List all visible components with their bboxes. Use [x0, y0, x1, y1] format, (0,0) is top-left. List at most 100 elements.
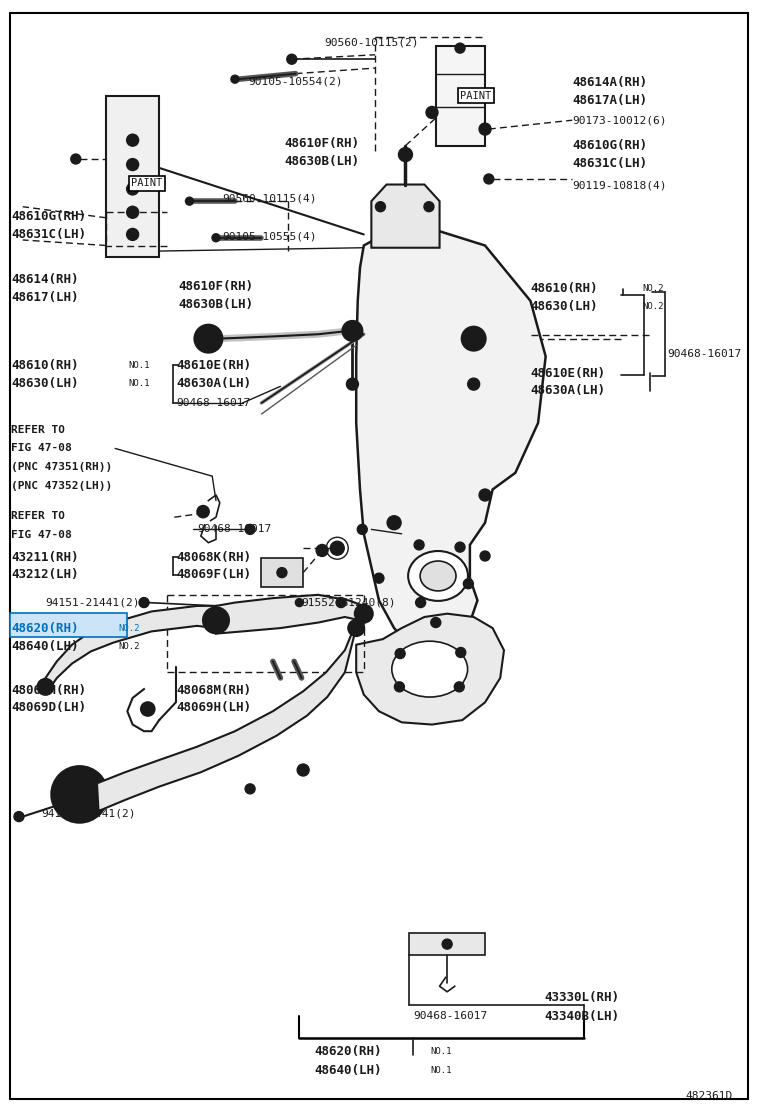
Circle shape: [442, 940, 452, 950]
Circle shape: [59, 798, 62, 802]
Circle shape: [141, 702, 155, 716]
Circle shape: [347, 326, 357, 336]
Circle shape: [142, 600, 146, 605]
Bar: [261, 558, 303, 587]
Circle shape: [248, 527, 252, 532]
Text: NO.2: NO.2: [119, 624, 140, 633]
Circle shape: [316, 545, 328, 556]
Circle shape: [414, 540, 424, 550]
Circle shape: [350, 381, 355, 387]
Circle shape: [347, 378, 359, 390]
Circle shape: [75, 791, 84, 798]
Circle shape: [469, 334, 479, 344]
Circle shape: [71, 785, 89, 803]
Circle shape: [127, 206, 138, 218]
Circle shape: [402, 151, 409, 158]
Text: 43211(RH): 43211(RH): [11, 550, 79, 564]
Text: 48068K(RH): 48068K(RH): [176, 550, 252, 564]
Text: 48630(LH): 48630(LH): [11, 377, 79, 389]
Text: 48620(RH): 48620(RH): [315, 1045, 382, 1059]
Circle shape: [471, 381, 477, 387]
Text: 94151-21441(2): 94151-21441(2): [46, 597, 140, 607]
Circle shape: [486, 177, 491, 181]
Circle shape: [139, 597, 149, 607]
Text: 48610(RH): 48610(RH): [11, 359, 79, 371]
Circle shape: [201, 331, 215, 346]
Circle shape: [456, 647, 466, 657]
Polygon shape: [372, 185, 439, 248]
Circle shape: [231, 76, 239, 83]
Circle shape: [248, 786, 252, 791]
Circle shape: [245, 525, 255, 535]
Circle shape: [213, 617, 219, 624]
Circle shape: [74, 157, 78, 161]
Text: 48614(RH): 48614(RH): [11, 274, 79, 287]
Text: 90173-10012(6): 90173-10012(6): [572, 116, 667, 126]
Circle shape: [127, 183, 138, 195]
Circle shape: [233, 78, 236, 81]
Text: 48617(LH): 48617(LH): [11, 291, 79, 304]
Circle shape: [52, 766, 107, 823]
Circle shape: [357, 525, 367, 535]
Circle shape: [431, 617, 441, 627]
Ellipse shape: [420, 560, 456, 590]
Polygon shape: [356, 229, 546, 651]
Circle shape: [395, 648, 405, 658]
Circle shape: [214, 236, 218, 239]
Text: 48630A(LH): 48630A(LH): [176, 377, 252, 389]
Circle shape: [479, 489, 491, 502]
Text: NO.1: NO.1: [430, 1048, 452, 1056]
Circle shape: [287, 54, 296, 64]
Circle shape: [127, 159, 138, 170]
Circle shape: [467, 378, 480, 390]
Bar: [435, 46, 485, 146]
Circle shape: [398, 148, 413, 161]
Text: NO.2: NO.2: [119, 643, 140, 652]
Text: 90468-16017: 90468-16017: [197, 525, 271, 535]
Circle shape: [37, 678, 53, 695]
Text: 90105-10554(2): 90105-10554(2): [249, 77, 343, 87]
Text: FIG 47-08: FIG 47-08: [11, 444, 72, 454]
Text: NO.2: NO.2: [643, 302, 664, 311]
Circle shape: [188, 199, 192, 203]
Polygon shape: [46, 606, 216, 695]
Text: 48610G(RH): 48610G(RH): [572, 139, 648, 152]
Text: 48617A(LH): 48617A(LH): [572, 93, 648, 107]
Circle shape: [296, 598, 303, 606]
Text: 48630A(LH): 48630A(LH): [530, 385, 606, 397]
Circle shape: [71, 155, 81, 163]
Text: 48630B(LH): 48630B(LH): [284, 155, 359, 168]
Text: 94151-21441(2): 94151-21441(2): [42, 808, 136, 818]
Text: (PNC 47351(RH)): (PNC 47351(RH)): [11, 463, 112, 473]
Circle shape: [375, 201, 385, 211]
Text: PAINT: PAINT: [461, 91, 492, 101]
Circle shape: [334, 545, 340, 552]
Circle shape: [57, 796, 65, 804]
Text: 48631C(LH): 48631C(LH): [572, 157, 648, 170]
Text: PAINT: PAINT: [131, 178, 163, 188]
Text: 90468-16017: 90468-16017: [667, 349, 741, 359]
Bar: [106, 96, 159, 257]
Text: 48610E(RH): 48610E(RH): [530, 367, 606, 379]
Text: 48069F(LH): 48069F(LH): [176, 568, 252, 582]
Circle shape: [426, 107, 438, 118]
Circle shape: [464, 578, 473, 588]
Circle shape: [200, 508, 206, 515]
Circle shape: [277, 567, 287, 577]
Text: 48069H(LH): 48069H(LH): [176, 702, 252, 714]
Text: 90468-16017: 90468-16017: [413, 1011, 487, 1021]
Text: 43212(LH): 43212(LH): [11, 568, 79, 582]
Circle shape: [483, 127, 488, 131]
Polygon shape: [216, 248, 364, 667]
Circle shape: [462, 327, 486, 350]
Circle shape: [127, 228, 138, 240]
Text: 48614A(RH): 48614A(RH): [572, 76, 648, 89]
Circle shape: [212, 234, 220, 241]
Circle shape: [298, 600, 301, 604]
Circle shape: [484, 173, 494, 183]
Text: 48610E(RH): 48610E(RH): [176, 359, 252, 371]
Text: 48069D(LH): 48069D(LH): [11, 702, 87, 714]
Text: 91552-G1240(8): 91552-G1240(8): [302, 597, 396, 607]
Circle shape: [300, 767, 306, 773]
Text: NO.1: NO.1: [129, 360, 150, 370]
